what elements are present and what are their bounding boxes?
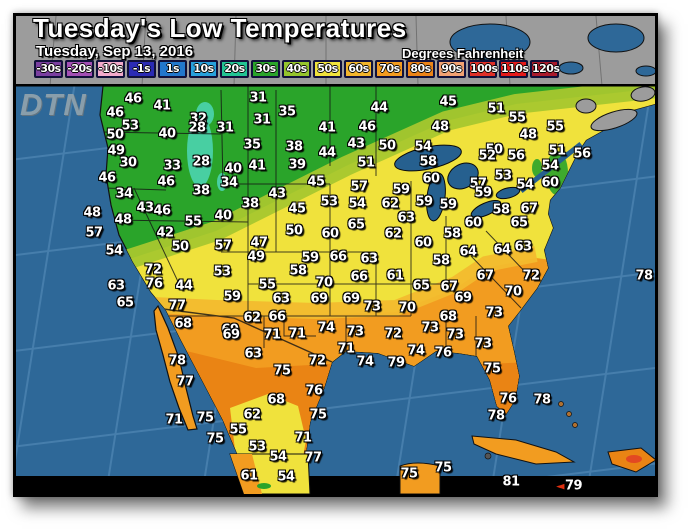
map-panel — [13, 13, 658, 497]
baja-peninsula — [153, 304, 198, 431]
caribbean-islands — [471, 401, 655, 473]
state-borders — [100, 86, 532, 363]
canada-band — [16, 16, 655, 87]
map-graphic — [16, 16, 655, 494]
bottom-band — [16, 453, 655, 494]
maritimes — [575, 86, 655, 132]
great-lakes — [394, 142, 583, 222]
